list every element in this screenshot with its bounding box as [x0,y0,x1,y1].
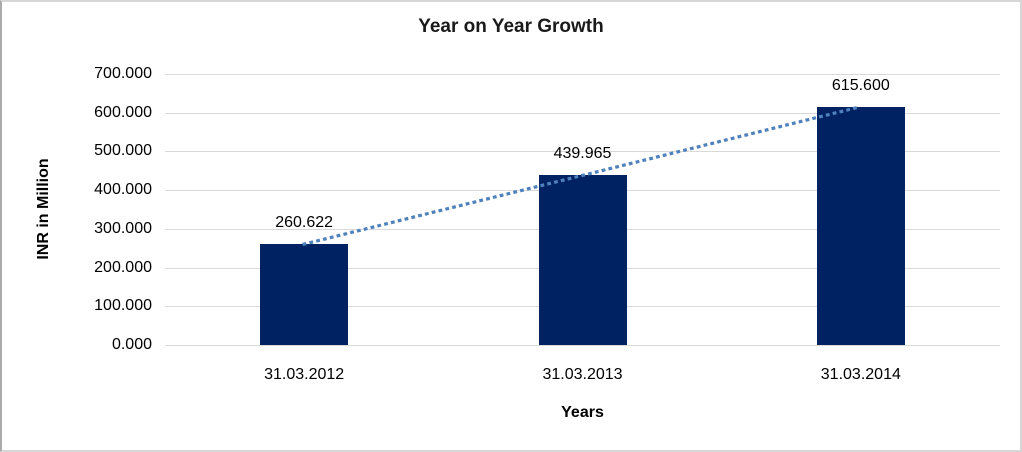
bar-value-label: 615.600 [831,76,890,94]
y-tick-label: 700.000 [94,65,152,82]
y-tick-label: 100.000 [94,297,152,315]
trendline [302,104,863,247]
plot-area: 0.000 100.000 200.000 300.000 400.000 500.000… [94,65,1000,383]
bar [538,174,627,345]
x-tick-label: 31.03.2014 [820,366,901,383]
y-axis-title: INR in Million [35,158,52,260]
bar [816,106,905,345]
x-tick-label: 31.03.2012 [264,366,345,383]
y-tick-label: 0.000 [111,336,152,353]
gridline [165,74,1000,75]
gridline [165,151,1000,153]
bar-value-label: 439.965 [553,144,612,162]
gridline [165,345,1000,346]
y-tick-label: 200.000 [94,258,152,276]
bar-value-label: 260.622 [275,214,334,232]
y-tick-label: 400.000 [94,181,152,199]
bar [260,244,349,345]
y-tick-label: 500.000 [94,142,152,160]
x-tick-label: 31.03.2013 [542,366,623,383]
trendline-svg [302,104,863,247]
gridline [165,112,1000,114]
y-tick-label: 600.000 [94,103,152,121]
y-tick-label: 300.000 [94,219,152,237]
chart-title: Year on Year Growth [418,16,604,37]
x-axis-title: Years [561,404,604,421]
